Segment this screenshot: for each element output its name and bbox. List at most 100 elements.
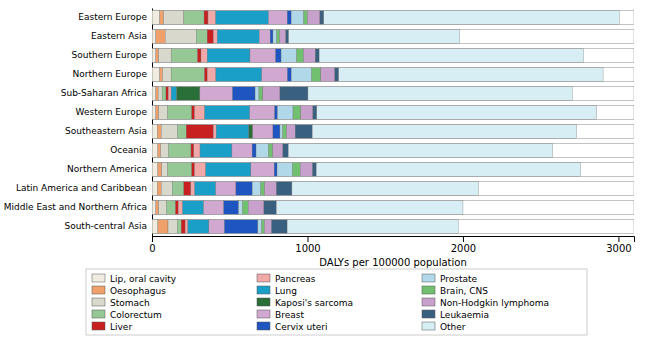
series xyxy=(248,11,334,234)
legend-label: Brain, CNS xyxy=(440,286,488,296)
y-tick: South-central Asia xyxy=(64,221,152,231)
legend-item: Liver xyxy=(92,322,132,332)
row-frame xyxy=(152,220,634,234)
bar-segment xyxy=(152,201,156,215)
y-tick-label: Western Europe xyxy=(76,107,148,117)
bar-segment xyxy=(152,182,157,196)
bar-segment xyxy=(262,220,265,234)
y-tick: Eastern Europe xyxy=(78,12,152,22)
bar-segment xyxy=(292,182,479,196)
y-tick-label: South-central Asia xyxy=(64,221,147,231)
bar-segment xyxy=(206,163,251,177)
bar-segment xyxy=(320,11,324,25)
bar-segment xyxy=(152,11,160,25)
bar-segment xyxy=(156,201,159,215)
bar-segment xyxy=(168,220,177,234)
bar-segment xyxy=(253,125,273,139)
x-tick-label: 3000 xyxy=(606,243,631,254)
bar-segment xyxy=(207,30,213,44)
x-tick-mark xyxy=(618,236,619,242)
series xyxy=(166,11,213,234)
row-frame xyxy=(152,125,634,139)
bar-segment xyxy=(216,125,249,139)
legend-frame xyxy=(86,269,587,335)
legend-label: Other xyxy=(440,322,466,332)
bar-segment xyxy=(277,163,293,177)
row-frame xyxy=(152,106,634,120)
bar-segment xyxy=(319,49,583,63)
row-frame xyxy=(152,11,634,25)
legend-label: Lip, oral cavity xyxy=(110,274,177,284)
y-tick-label: Eastern Asia xyxy=(91,31,147,41)
legend-swatch xyxy=(422,322,435,330)
x-tick-label: 0 xyxy=(149,243,155,254)
bar-segment xyxy=(258,220,262,234)
bar-segment xyxy=(275,106,278,120)
bar-segment xyxy=(317,106,597,120)
bar-segment xyxy=(276,201,463,215)
bar-segment xyxy=(252,144,256,158)
bar-segment xyxy=(272,220,288,234)
bar-segment xyxy=(274,163,277,177)
legend-swatch xyxy=(92,274,105,282)
legend-label: Kaposi's sarcoma xyxy=(275,298,353,308)
bar-segment xyxy=(280,87,308,101)
bar-segment xyxy=(277,30,280,44)
bar-segment xyxy=(158,220,168,234)
plot: 0100020003000DALYs per 100000 population… xyxy=(4,9,635,269)
bar-segment xyxy=(252,182,261,196)
bar-segment xyxy=(161,125,177,139)
bar-segment xyxy=(185,220,188,234)
bar-segment xyxy=(263,87,280,101)
bar-segment xyxy=(297,49,304,63)
bar-segment xyxy=(287,11,291,25)
bar-segment xyxy=(283,125,287,139)
legend-label: Pancreas xyxy=(275,274,316,284)
y-tick: Sub-Saharan Africa xyxy=(61,88,152,98)
bar-segment xyxy=(201,49,207,63)
bar-segment xyxy=(315,49,319,63)
bar-segment xyxy=(166,87,168,101)
legend-label: Leukaemia xyxy=(440,310,489,320)
bar-segment xyxy=(162,87,166,101)
bar-segment xyxy=(265,220,272,234)
legend-swatch xyxy=(92,286,105,294)
bar-segment xyxy=(335,68,339,82)
bar-segment xyxy=(191,144,194,158)
legend-item: Lung xyxy=(257,286,297,296)
bar-segment xyxy=(152,30,156,44)
bar-segment xyxy=(300,163,312,177)
bar-segment xyxy=(152,144,158,158)
bar-segment xyxy=(207,49,250,63)
bar-segment xyxy=(159,49,171,63)
bar-segment xyxy=(216,11,269,25)
legend-item: Colorectum xyxy=(92,310,162,320)
bar-segment xyxy=(192,163,195,177)
bar-segment xyxy=(216,182,236,196)
y-tick-label: Eastern Europe xyxy=(78,12,147,22)
bar-segment xyxy=(233,87,256,101)
x-tick-mark xyxy=(463,236,464,242)
bar-segment xyxy=(213,30,217,44)
bar-segment xyxy=(166,201,175,215)
x-axis: 0100020003000 xyxy=(149,236,634,254)
y-tick-label: Middle East and Northern Africa xyxy=(4,202,147,212)
bar-segment xyxy=(192,106,195,120)
bar-segment xyxy=(205,68,208,82)
y-tick: Middle East and Northern Africa xyxy=(4,202,152,212)
legend-swatch xyxy=(257,286,270,294)
legend-item: Leukaemia xyxy=(422,310,489,320)
bar-segment xyxy=(158,163,162,177)
bar-segment xyxy=(200,87,233,101)
bar-segment xyxy=(286,30,289,44)
bar-segment xyxy=(207,68,216,82)
bar-segment xyxy=(280,125,283,139)
y-tick-label: Northern America xyxy=(67,164,147,174)
legend-label: Lung xyxy=(275,286,297,296)
series xyxy=(224,11,291,234)
legend-item: Stomach xyxy=(92,298,150,308)
bar-segment xyxy=(224,220,257,234)
bar-segment xyxy=(188,220,209,234)
bar-segment xyxy=(250,49,276,63)
bar-segment xyxy=(162,163,168,177)
